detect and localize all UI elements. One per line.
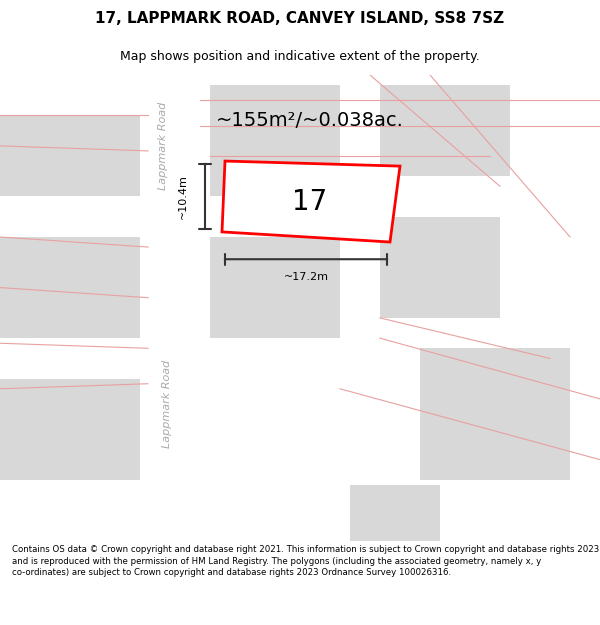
Text: Lappmark Road: Lappmark Road [158, 102, 168, 190]
Text: ~17.2m: ~17.2m [284, 272, 329, 282]
Text: ~155m²/~0.038ac.: ~155m²/~0.038ac. [216, 111, 404, 130]
Bar [0, 237, 140, 338]
Bar [0, 116, 140, 196]
Text: Map shows position and indicative extent of the property.: Map shows position and indicative extent… [120, 50, 480, 62]
Bar [380, 217, 500, 318]
Bar [420, 348, 570, 480]
Bar [350, 485, 440, 541]
Text: 17, LAPPMARK ROAD, CANVEY ISLAND, SS8 7SZ: 17, LAPPMARK ROAD, CANVEY ISLAND, SS8 7S… [95, 11, 505, 26]
Bar [380, 85, 510, 176]
Bar [210, 85, 340, 196]
Bar [0, 379, 140, 480]
Polygon shape [222, 161, 400, 242]
Polygon shape [148, 75, 200, 541]
Text: ~10.4m: ~10.4m [178, 174, 188, 219]
Text: Lappmark Road: Lappmark Road [162, 360, 172, 448]
Text: 17: 17 [292, 188, 328, 216]
Bar [210, 237, 340, 338]
Text: Contains OS data © Crown copyright and database right 2021. This information is : Contains OS data © Crown copyright and d… [12, 545, 599, 578]
